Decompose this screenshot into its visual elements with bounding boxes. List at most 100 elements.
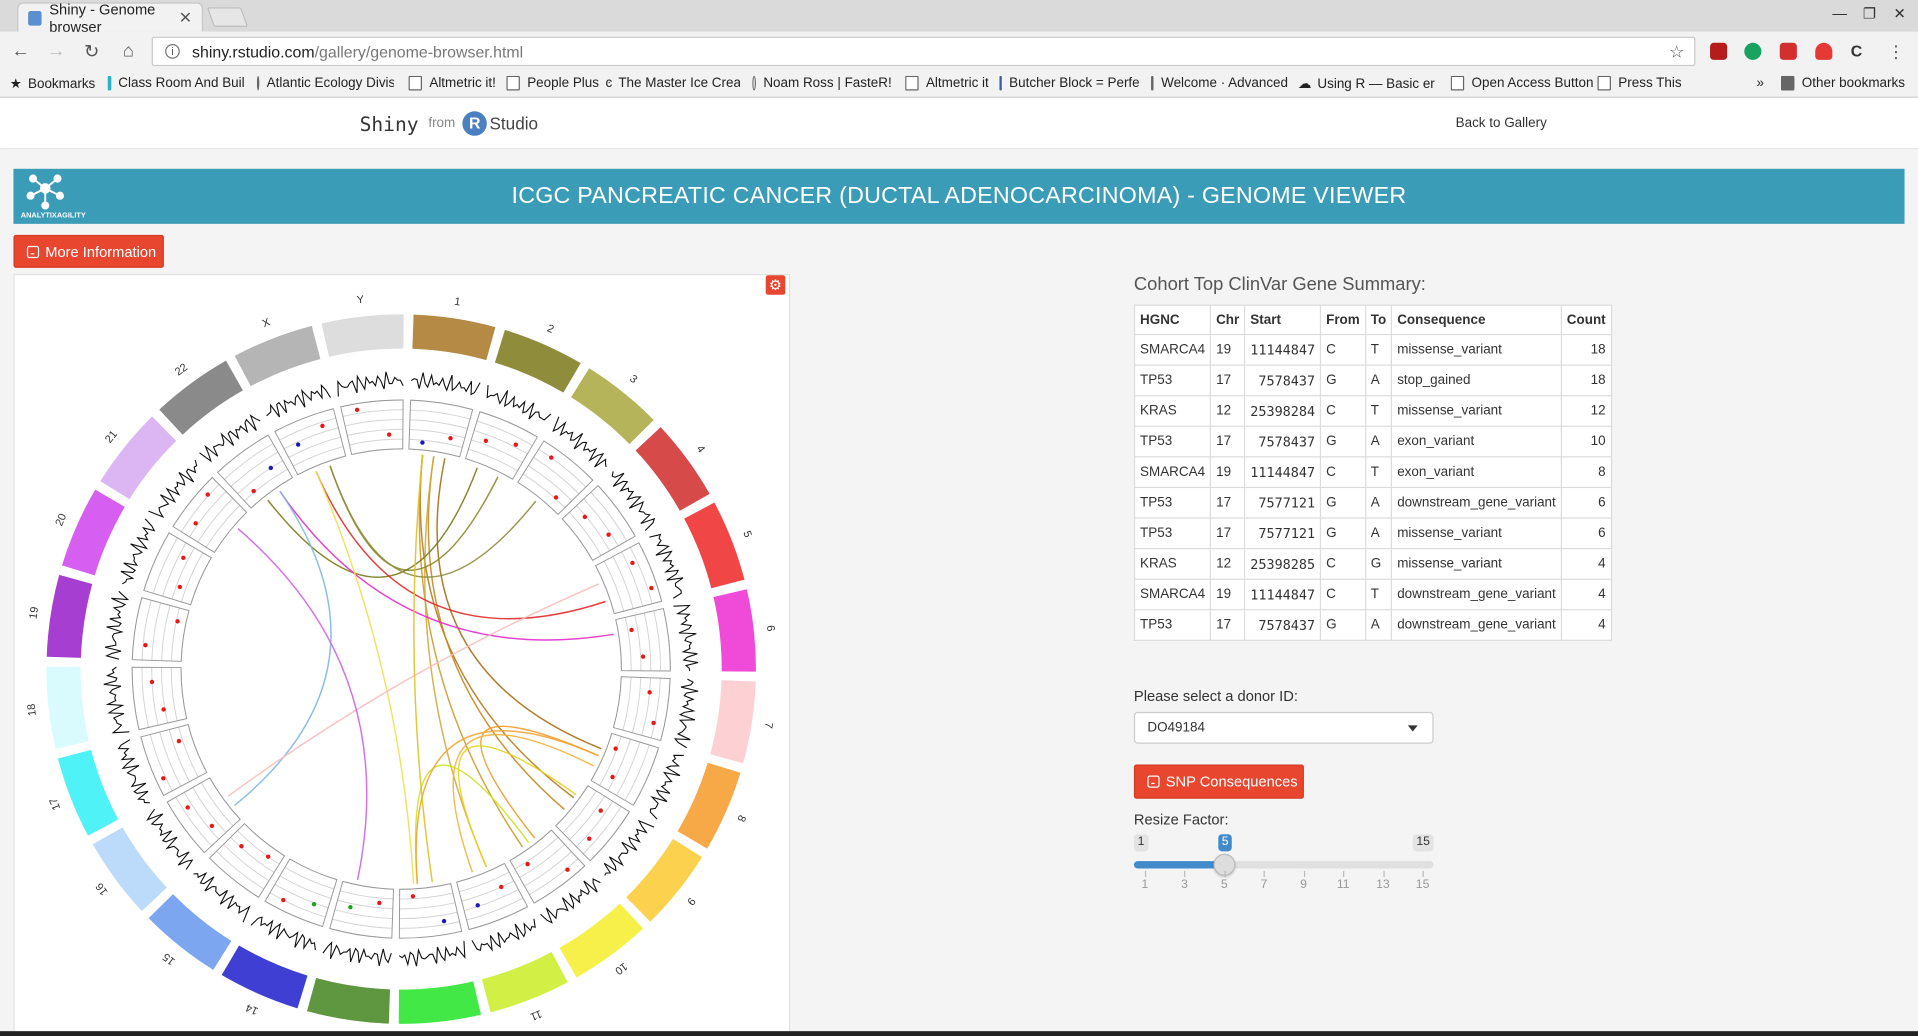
structural-variant-link[interactable] xyxy=(315,471,415,885)
bookmark-item[interactable]: Noam Ross | FasteR! xyxy=(752,75,892,91)
chromosome-segment[interactable] xyxy=(713,589,756,672)
structural-variant-link[interactable] xyxy=(457,745,577,868)
chromosome-segment[interactable] xyxy=(159,360,243,435)
snp-point[interactable] xyxy=(630,560,635,566)
snp-point[interactable] xyxy=(647,690,652,695)
bookmark-item[interactable]: Altmetric it xyxy=(905,75,989,91)
snp-point[interactable] xyxy=(149,679,155,685)
snp-point[interactable] xyxy=(265,854,271,859)
snp-point[interactable] xyxy=(181,555,186,561)
structural-variant-link[interactable] xyxy=(436,458,602,750)
chromosome-segment[interactable] xyxy=(46,666,89,749)
snp-point[interactable] xyxy=(193,521,198,526)
bookmark-item[interactable]: Open Access Button xyxy=(1450,75,1593,91)
snp-point[interactable] xyxy=(582,514,588,520)
structural-variant-link[interactable] xyxy=(452,733,594,873)
snp-point[interactable] xyxy=(640,654,646,659)
snp-point[interactable] xyxy=(386,432,392,437)
structural-variant-link[interactable] xyxy=(279,490,614,641)
structural-variant-link[interactable] xyxy=(227,583,600,798)
chromosome-segment[interactable] xyxy=(321,314,404,357)
snp-point[interactable] xyxy=(649,585,654,591)
snp-point[interactable] xyxy=(606,532,611,537)
chromosome-segment[interactable] xyxy=(677,762,741,849)
structural-variant-link[interactable] xyxy=(237,528,368,881)
chromosome-segment[interactable] xyxy=(571,368,654,445)
snp-point[interactable] xyxy=(499,884,504,890)
extension-lock-icon[interactable] xyxy=(1815,42,1833,60)
resize-factor-slider[interactable]: 1 15 5 1 3 5 7 9 11 13 15 xyxy=(1133,832,1434,896)
structural-variant-link[interactable] xyxy=(419,454,575,799)
snp-point[interactable] xyxy=(377,900,382,906)
chromosome-segment[interactable] xyxy=(559,903,644,978)
snp-point[interactable] xyxy=(587,836,592,841)
chromosome-segment[interactable] xyxy=(710,680,756,764)
chromosome-segment[interactable] xyxy=(684,502,745,589)
snp-point[interactable] xyxy=(441,918,447,924)
chromosome-segment[interactable] xyxy=(635,427,710,511)
snp-point[interactable] xyxy=(209,823,215,829)
bookmark-item[interactable]: Altmetric it! xyxy=(408,75,496,91)
chromosome-segment[interactable] xyxy=(57,749,119,836)
chromosome-segment[interactable] xyxy=(61,489,125,576)
snp-point[interactable] xyxy=(565,867,570,872)
snp-point[interactable] xyxy=(143,642,148,648)
snp-point[interactable] xyxy=(205,492,210,497)
snp-consequences-button[interactable]: SNP Consequences xyxy=(1133,764,1304,799)
bookmark-item[interactable]: Class Room And Buil xyxy=(107,75,245,91)
bookmark-item[interactable]: ★ Bookmarks xyxy=(9,76,96,92)
snp-point[interactable] xyxy=(651,720,656,726)
circos-genome-plot[interactable]: 12345678910111213141516171819202122XY xyxy=(15,275,789,1036)
shiny-logo[interactable]: Shiny from R Studio xyxy=(360,111,538,136)
donor-id-select[interactable]: DO49184 xyxy=(1133,711,1434,744)
chromosome-segment[interactable] xyxy=(398,981,482,1024)
extension-lastpass-icon[interactable] xyxy=(1779,42,1797,60)
snp-point[interactable] xyxy=(295,442,301,447)
snp-point[interactable] xyxy=(176,738,182,744)
structural-variant-link[interactable] xyxy=(315,471,606,620)
snp-point[interactable] xyxy=(161,776,166,781)
extension-hangouts-icon[interactable] xyxy=(1744,42,1762,60)
snp-point[interactable] xyxy=(629,627,634,633)
snp-point[interactable] xyxy=(268,465,274,471)
gear-icon[interactable]: ⚙ xyxy=(765,275,786,295)
snp-point[interactable] xyxy=(549,455,554,460)
new-tab-button[interactable] xyxy=(206,7,249,27)
bookmark-item[interactable]: Atlantic Ecology Divis xyxy=(256,75,394,91)
snp-point[interactable] xyxy=(311,901,317,907)
snp-point[interactable] xyxy=(239,844,244,849)
snp-point[interactable] xyxy=(320,423,325,429)
snp-point[interactable] xyxy=(420,440,425,445)
chromosome-segment[interactable] xyxy=(234,325,321,387)
minimize-icon[interactable]: — xyxy=(1832,4,1848,23)
snp-point[interactable] xyxy=(475,903,480,908)
chromosome-segment[interactable] xyxy=(221,945,308,1009)
chromosome-segment[interactable] xyxy=(494,329,581,393)
snp-point[interactable] xyxy=(513,442,519,447)
bookmark-star-icon[interactable]: ☆ xyxy=(1668,41,1685,62)
structural-variant-link[interactable] xyxy=(329,465,499,571)
bookmark-item[interactable]: Welcome · Advanced xyxy=(1151,75,1288,91)
chromosome-segment[interactable] xyxy=(100,416,177,500)
snp-point[interactable] xyxy=(483,438,489,444)
bookmark-item[interactable]: People Plus xyxy=(506,75,599,91)
home-icon[interactable]: ⌂ xyxy=(122,40,134,62)
bookmark-item[interactable]: Press This xyxy=(1597,75,1682,91)
structural-variant-link[interactable] xyxy=(329,465,537,578)
browser-menu-icon[interactable]: ⋮ xyxy=(1887,41,1905,62)
snp-point[interactable] xyxy=(354,407,360,413)
snp-point[interactable] xyxy=(410,894,416,899)
bookmarks-overflow-chevron-icon[interactable]: » xyxy=(1756,75,1765,91)
slider-track[interactable] xyxy=(1133,861,1434,869)
snp-point[interactable] xyxy=(553,495,559,500)
extension-ublock-icon[interactable] xyxy=(1710,42,1728,60)
reload-icon[interactable]: ↻ xyxy=(84,41,100,63)
chromosome-segment[interactable] xyxy=(481,952,568,1013)
extension-c-icon[interactable]: C xyxy=(1850,41,1863,60)
structural-variant-link[interactable] xyxy=(414,764,530,884)
snp-point[interactable] xyxy=(161,707,166,712)
snp-point[interactable] xyxy=(448,436,453,441)
browser-tab[interactable]: Shiny - Genome browser ✕ xyxy=(17,1,204,35)
maximize-icon[interactable]: ❐ xyxy=(1862,4,1877,23)
bookmark-item[interactable]: ☁Using R — Basic error xyxy=(1297,76,1435,92)
